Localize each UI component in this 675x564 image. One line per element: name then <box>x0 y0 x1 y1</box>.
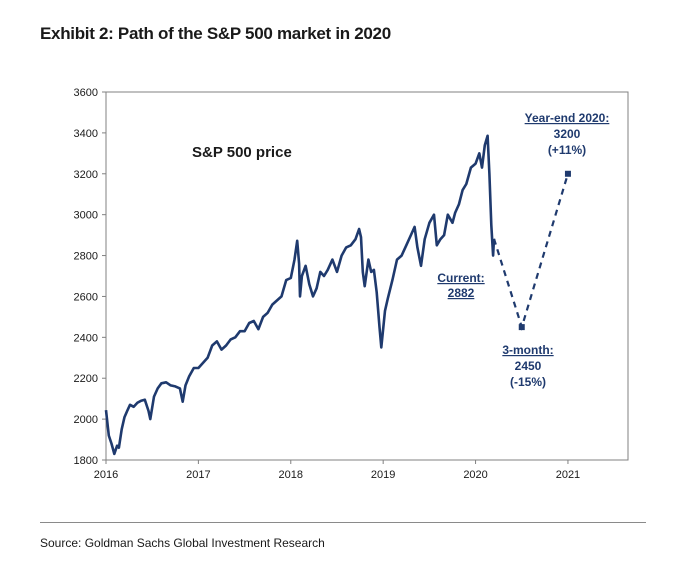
projection-series-line <box>492 173 569 331</box>
x-tick-label: 2021 <box>556 469 580 481</box>
y-tick-label: 3400 <box>74 128 98 140</box>
three-month-value: 2450 <box>515 359 542 373</box>
x-tick-label: 2018 <box>279 469 303 481</box>
three-month-label: 3-month: <box>502 343 553 357</box>
y-tick-label: 2800 <box>74 251 98 263</box>
x-tick-label: 2020 <box>463 469 487 481</box>
three-month-marker <box>518 324 525 331</box>
year-end-label: Year-end 2020: <box>525 111 610 125</box>
chart-inner-title: S&P 500 price <box>192 144 292 161</box>
y-tick-label: 2400 <box>74 332 98 344</box>
x-tick-label: 2019 <box>371 469 395 481</box>
current-label: Current: <box>437 271 484 285</box>
exhibit-title: Exhibit 2: Path of the S&P 500 market in… <box>40 24 391 43</box>
year-end-marker <box>564 170 571 177</box>
three-month-change: (-15%) <box>510 375 546 389</box>
y-axis: 1800 2000 2200 2400 2600 2800 3000 3200 3400 3600 <box>74 87 106 467</box>
y-tick-label: 2600 <box>74 291 98 303</box>
year-end-value: 3200 <box>554 127 581 141</box>
current-value: 2882 <box>448 286 475 300</box>
y-tick-label: 2000 <box>74 414 98 426</box>
x-tick-label: 2017 <box>186 469 210 481</box>
price-series-line <box>104 134 496 456</box>
source-note: Source: Goldman Sachs Global Investment … <box>40 536 325 550</box>
x-axis: 2016 2017 2018 2019 2020 2021 <box>94 460 580 481</box>
year-end-change: (+11%) <box>548 143 586 157</box>
plot-area-border <box>105 91 629 461</box>
x-tick-label: 2016 <box>94 469 118 481</box>
sp500-chart: 1800 2000 2200 2400 2600 2800 3000 3200 3400 3600… <box>74 87 629 481</box>
y-tick-label: 1800 <box>74 455 98 467</box>
y-tick-label: 3200 <box>74 169 98 181</box>
y-tick-label: 2200 <box>74 373 98 385</box>
y-tick-label: 3600 <box>74 87 98 99</box>
y-tick-label: 3000 <box>74 210 98 222</box>
source-divider <box>40 522 646 523</box>
